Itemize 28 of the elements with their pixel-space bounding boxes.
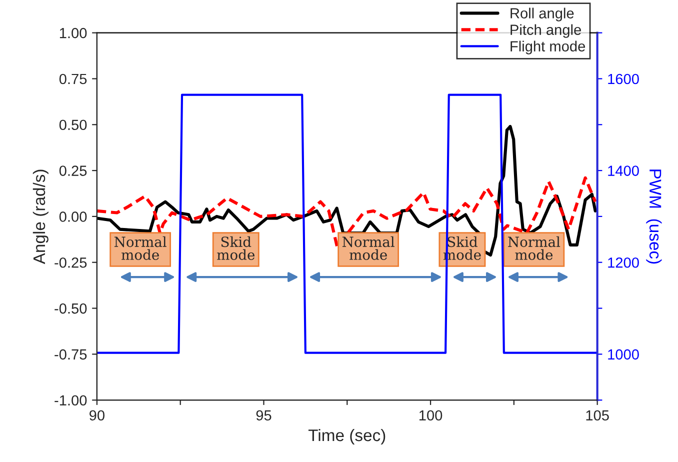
y-axis-title: Angle (rad/s) <box>32 170 48 264</box>
x-axis-title: Time (sec) <box>308 428 386 444</box>
y-tick-label: -0.50 <box>54 303 87 314</box>
y-tick-label: 0.25 <box>59 166 87 176</box>
y-tick-label: -1.00 <box>54 395 87 406</box>
annotation: Normal mode <box>114 236 166 260</box>
y2-tick-label: 1400 <box>608 166 639 176</box>
annotation: Normal mode <box>508 236 560 260</box>
x-tick-label: 105 <box>586 410 609 421</box>
y-tick-label: -0.75 <box>54 349 87 360</box>
x-tick-label: 100 <box>419 410 442 421</box>
y2-tick-label: 1000 <box>608 349 639 360</box>
y-tick-label: 1.00 <box>60 28 87 38</box>
y-tick-label: 0.75 <box>59 74 87 84</box>
annotation: Normal mode <box>342 236 394 260</box>
legend-label: Roll angle <box>510 8 574 22</box>
y2-tick-label: 1600 <box>608 74 639 84</box>
y-tick-label: 0.00 <box>59 212 87 222</box>
x-tick-label: 95 <box>256 410 272 421</box>
y2-axis-title: PWM (usec) <box>646 170 662 264</box>
y-tick-label: -0.25 <box>54 257 87 268</box>
line-series <box>96 176 597 248</box>
y2-tick-label: 1200 <box>608 257 639 268</box>
legend-label: Pitch angle <box>510 24 581 38</box>
annotation: Skid mode <box>217 236 255 260</box>
legend-label: Flight mode <box>510 40 586 54</box>
x-tick-label: 90 <box>90 410 104 421</box>
y-tick-label: 0.50 <box>59 120 87 130</box>
